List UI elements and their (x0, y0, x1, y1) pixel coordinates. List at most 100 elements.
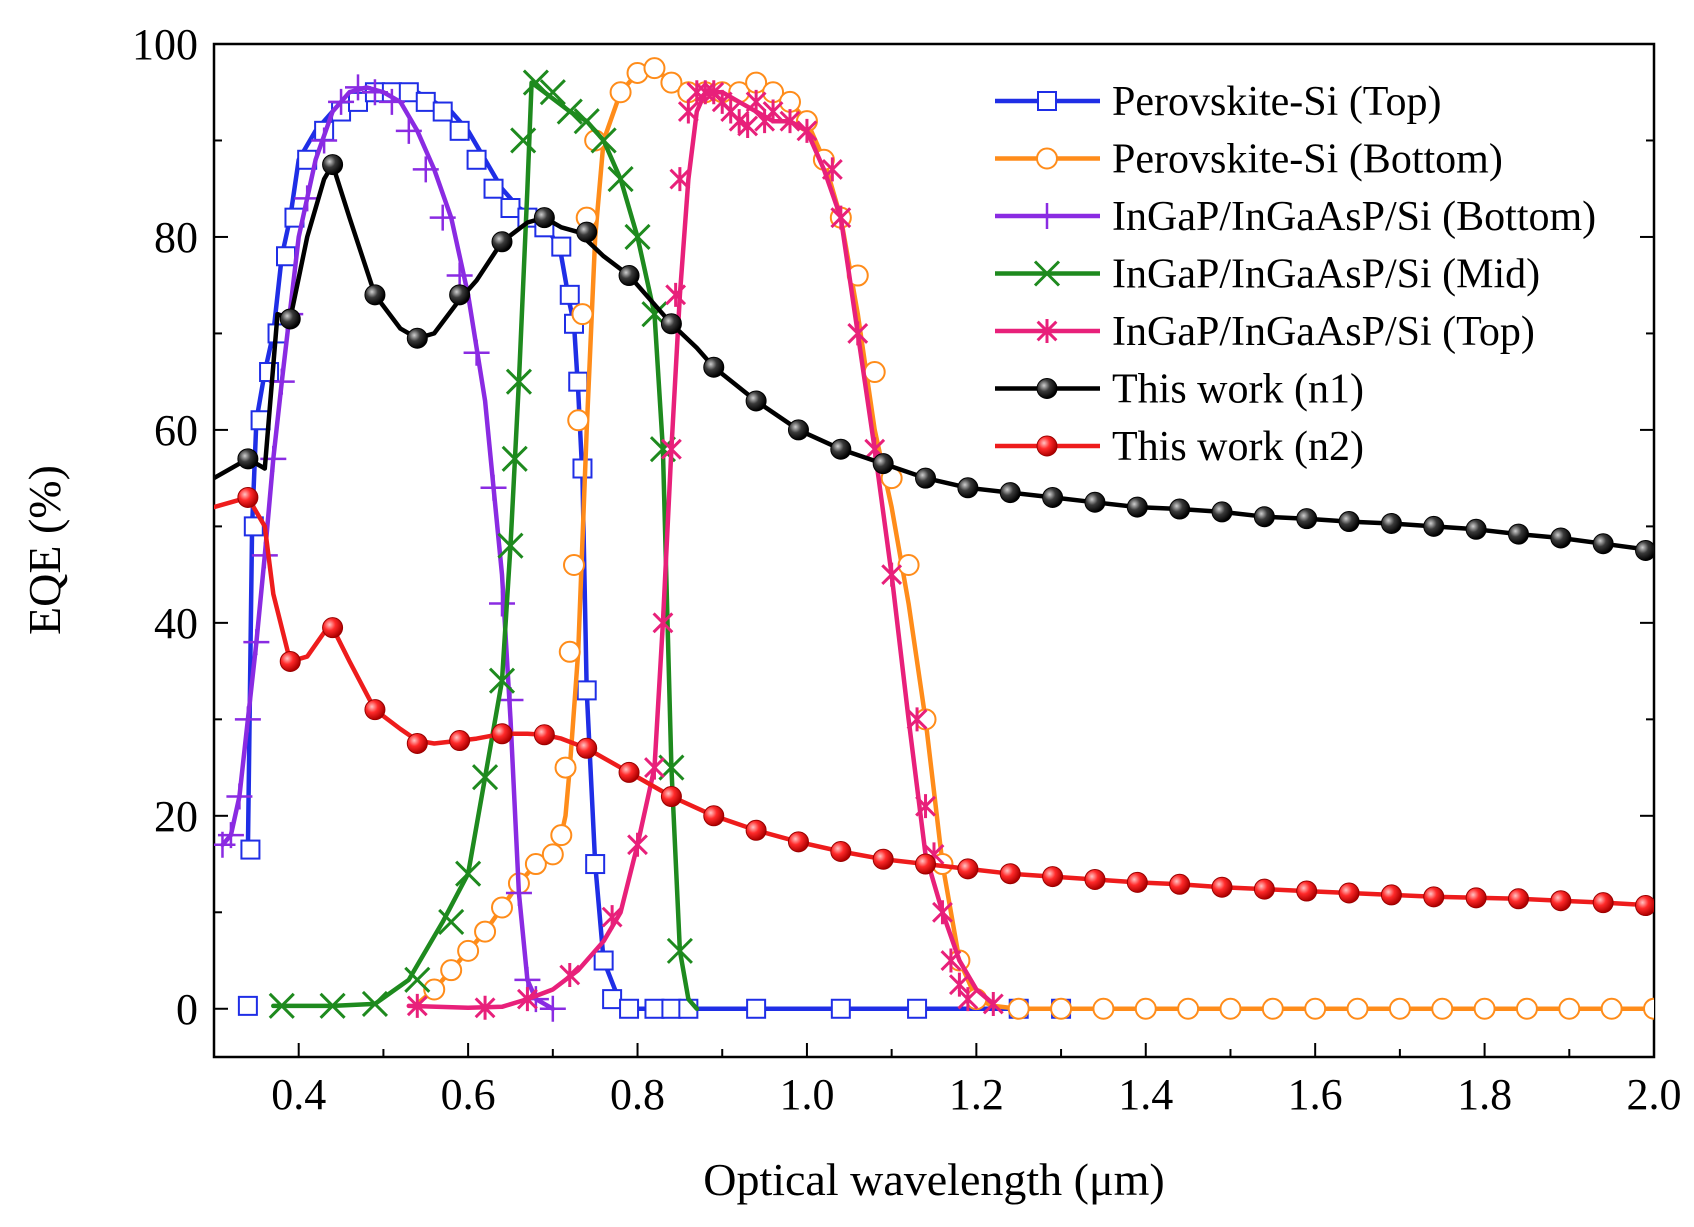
data-point-ball (576, 737, 598, 759)
data-point-x (501, 445, 528, 472)
data-point-circle (550, 824, 573, 847)
data-point-circle (524, 853, 547, 876)
data-point-asterisk (915, 794, 936, 819)
data-point-circle (1219, 997, 1242, 1020)
data-point-ball (1084, 868, 1106, 890)
x-tick-label: 0.4 (271, 1070, 326, 1119)
data-point-circle (897, 553, 920, 576)
data-point-circle (609, 81, 632, 104)
legend-label: Perovskite-Si (Top) (1112, 79, 1442, 125)
data-point-circle (558, 640, 581, 663)
data-point-ball (279, 308, 301, 330)
data-point-x (488, 667, 516, 694)
data-point-plus (226, 783, 253, 810)
data-point-x (455, 860, 482, 887)
data-point-square (593, 950, 614, 971)
legend-item: Perovskite-Si (Bottom) (995, 137, 1503, 183)
data-point-circle (1346, 997, 1369, 1020)
data-point-asterisk (652, 610, 674, 635)
data-point-ball (322, 617, 344, 639)
data-point-x (1033, 260, 1061, 287)
data-point-asterisk (406, 993, 428, 1018)
data-point-x (607, 166, 634, 193)
data-point-asterisk (830, 205, 852, 230)
data-point-circle (1643, 997, 1654, 1020)
data-point-plus (328, 88, 355, 115)
data-point-ball (1465, 887, 1487, 909)
data-point-square (830, 998, 851, 1019)
data-point-ball (1084, 491, 1106, 513)
data-point-asterisk (762, 99, 784, 124)
data-point-circle (1261, 997, 1284, 1020)
data-point-ball (1296, 880, 1318, 902)
x-tick-label: 0.6 (441, 1070, 496, 1119)
data-point-asterisk (559, 962, 581, 987)
data-point-circle (567, 409, 590, 432)
data-point-plus (446, 262, 473, 289)
series-0 (237, 82, 1072, 1019)
data-point-asterisk (906, 707, 928, 732)
data-point-ball (1126, 496, 1148, 518)
data-point-x (573, 108, 600, 135)
data-point-x (268, 992, 295, 1019)
data-point-circle (1558, 997, 1581, 1020)
data-point-asterisk (677, 99, 699, 124)
data-point-ball (703, 805, 725, 827)
x-tick-label: 0.8 (610, 1070, 665, 1119)
data-point-plus (429, 204, 456, 231)
legend-label: InGaP/InGaAsP/Si (Bottom) (1112, 194, 1596, 240)
data-point-square (483, 178, 504, 199)
legend-label: This work (n1) (1112, 367, 1364, 413)
data-point-square (551, 236, 572, 257)
x-tick-label: 1.6 (1288, 1070, 1343, 1119)
legend-item: InGaP/InGaAsP/Si (Bottom) (995, 194, 1596, 240)
data-point-plus (361, 79, 388, 106)
y-tick-label: 0 (176, 985, 198, 1034)
data-point-square (619, 998, 640, 1019)
data-point-ball (999, 863, 1021, 885)
data-point-asterisk (847, 321, 869, 346)
data-point-asterisk (601, 905, 623, 930)
data-point-ball (787, 831, 809, 853)
data-point-plus (251, 542, 278, 569)
data-point-circle (474, 920, 497, 943)
data-point-asterisk (821, 157, 843, 182)
data-point-x (556, 98, 583, 125)
data-point-ball (1169, 873, 1191, 895)
data-point-ball (1338, 882, 1360, 904)
data-point-ball (957, 477, 979, 499)
data-point-circle (1036, 147, 1058, 170)
series-6 (214, 486, 1654, 917)
data-point-ball (703, 356, 725, 378)
data-point-ball (872, 453, 894, 475)
data-point-plus (243, 629, 270, 656)
y-tick-label: 80 (154, 213, 198, 262)
data-point-plus (480, 474, 507, 501)
data-point-plus (311, 127, 338, 154)
data-point-ball (1380, 512, 1402, 534)
data-point-asterisk (957, 987, 979, 1012)
data-point-square (568, 371, 589, 392)
legend-label: InGaP/InGaAsP/Si (Mid) (1112, 252, 1540, 298)
data-point-ball (406, 732, 428, 754)
data-point-ball (1042, 866, 1064, 888)
data-point-x (361, 990, 389, 1018)
data-point-ball (449, 284, 471, 306)
data-point-ball (1507, 888, 1529, 910)
data-point-plus (463, 339, 490, 366)
data-point-x (624, 223, 651, 251)
data-point-x (404, 966, 431, 993)
data-point-ball (1253, 878, 1275, 900)
data-point-ball (1338, 511, 1360, 533)
data-point-circle (1431, 997, 1454, 1020)
data-point-ball (1423, 886, 1445, 908)
data-point-ball (1036, 435, 1058, 457)
data-point-square (240, 839, 261, 860)
x-tick-label: 1.0 (779, 1070, 834, 1119)
data-point-ball (1042, 486, 1064, 508)
data-point-ball (1592, 533, 1614, 555)
x-tick-label: 1.4 (1118, 1070, 1173, 1119)
data-point-plus (217, 822, 244, 849)
data-point-ball (1211, 501, 1233, 523)
data-point-square (415, 91, 436, 112)
